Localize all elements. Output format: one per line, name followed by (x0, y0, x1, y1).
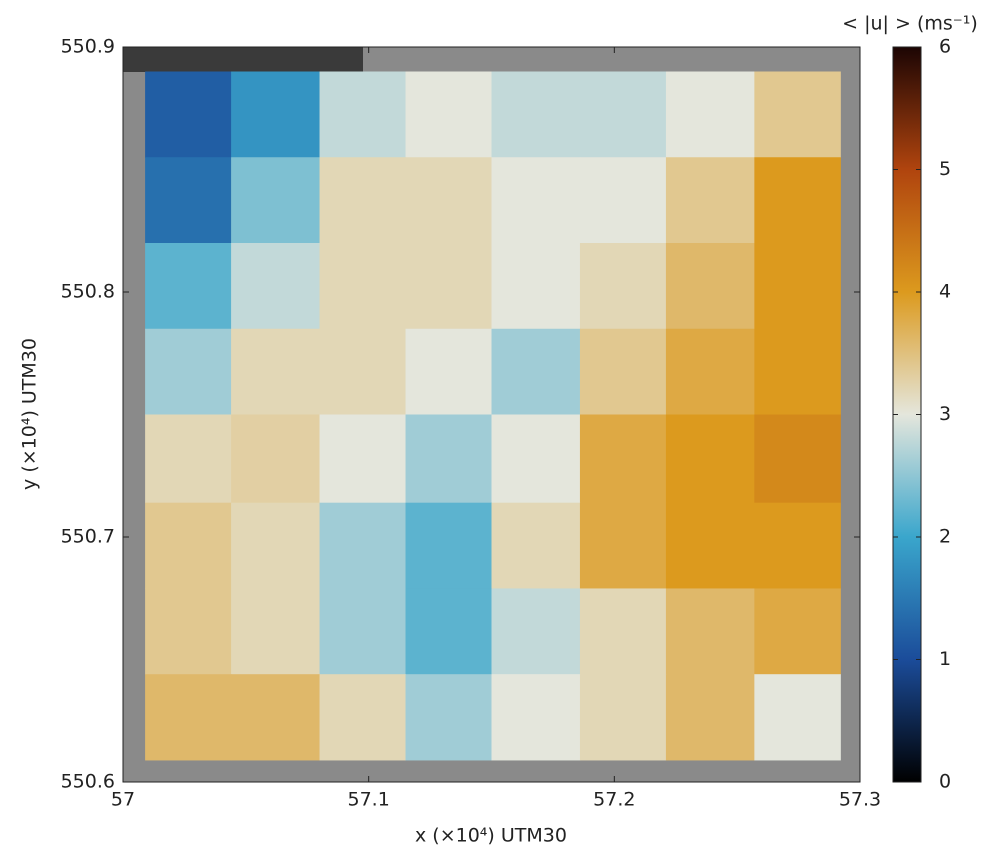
heatmap-cell (665, 674, 755, 761)
heatmap-cell (231, 414, 321, 504)
colorbar-tick-label: 0 (939, 771, 951, 793)
y-tick-label: 550.8 (61, 281, 115, 303)
y-tick-label: 550.9 (61, 36, 115, 58)
heatmap-cell (319, 328, 407, 415)
heatmap-cell (491, 674, 581, 761)
heatmap-cell (579, 502, 667, 589)
heatmap-cell (579, 157, 667, 244)
x-tick-label: 57.2 (593, 789, 635, 811)
x-tick-label: 57.1 (348, 789, 390, 811)
heatmap-cell (145, 674, 232, 761)
heatmap-cell (145, 502, 232, 589)
heatmap-cell (754, 71, 841, 158)
heatmap-cell (405, 243, 492, 330)
heatmap-cell (754, 674, 841, 761)
heatmap-cell (579, 328, 667, 415)
heatmap-cell (754, 414, 841, 504)
heatmap-cell (405, 157, 492, 244)
heatmap-cell (665, 243, 755, 330)
heatmap-cell (405, 588, 492, 675)
heatmap-cell (231, 674, 321, 761)
y-tick-label: 550.7 (61, 526, 115, 548)
heatmap-cell (491, 71, 581, 158)
heatmap-cell (231, 328, 321, 415)
heatmap-cell (491, 502, 581, 589)
heatmap-cell (665, 157, 755, 244)
heatmap-cell (319, 674, 407, 761)
colorbar-tick-label: 4 (939, 281, 951, 303)
heatmap-cell (491, 588, 581, 675)
heatmap-cell (491, 157, 581, 244)
heatmap-cell (319, 243, 407, 330)
heatmap-cell (405, 502, 492, 589)
heatmap-cell (145, 588, 232, 675)
colorbar-tick-label: 2 (939, 526, 951, 548)
heatmap-cell (754, 157, 841, 244)
heatmap-cell (145, 328, 232, 415)
plot-frame (122, 46, 861, 783)
colorbar-label: < |u| > (ms⁻¹) (842, 13, 978, 35)
heatmap-cell (319, 502, 407, 589)
heatmap-cell (145, 157, 232, 244)
heatmap-cell (405, 414, 492, 504)
heatmap-cell (231, 502, 321, 589)
x-axis-label: x (×10⁴) UTM30 (415, 825, 567, 847)
x-tick-label: 57.3 (839, 789, 881, 811)
heatmap-cell (665, 328, 755, 415)
heatmap-cell (579, 414, 667, 504)
heatmap-cell (319, 414, 407, 504)
heatmap-cell (405, 71, 492, 158)
heatmap-cell (491, 328, 581, 415)
heatmap-cell (231, 71, 321, 158)
heatmap-cell (579, 243, 667, 330)
heatmap-cell (754, 502, 841, 589)
heatmap-cell (405, 674, 492, 761)
colorbar-tick-label: 5 (939, 158, 951, 180)
y-tick-label: 550.6 (61, 771, 115, 793)
terrain-shadow (123, 47, 363, 72)
colorbar-tick-label: 6 (939, 36, 951, 58)
heatmap-cell (665, 71, 755, 158)
y-axis-label: y (×10⁴) UTM30 (19, 338, 41, 490)
heatmap-cell (754, 588, 841, 675)
heatmap-cell (491, 243, 581, 330)
heatmap-cell (145, 71, 232, 158)
heatmap-cell (319, 588, 407, 675)
heatmap-cell (579, 71, 667, 158)
heatmap-cell (665, 502, 755, 589)
heatmap-cell (231, 243, 321, 330)
heatmap-cell (319, 157, 407, 244)
heatmap-cell (145, 414, 232, 504)
heatmap-cell (319, 71, 407, 158)
colorbar-tick-label: 3 (939, 403, 951, 425)
heatmap-cell (665, 414, 755, 504)
heatmap-cell (491, 414, 581, 504)
heatmap-cell (231, 588, 321, 675)
heatmap-cell (145, 243, 232, 330)
colorbar-tick-label: 1 (939, 648, 951, 670)
heatmap-cell (754, 243, 841, 330)
heatmap-cell (405, 328, 492, 415)
x-tick-label: 57 (111, 789, 135, 811)
heatmap-cell (579, 588, 667, 675)
heatmap-cell (231, 157, 321, 244)
heatmap-cell (665, 588, 755, 675)
heatmap-cell (754, 328, 841, 415)
heatmap-cell (579, 674, 667, 761)
